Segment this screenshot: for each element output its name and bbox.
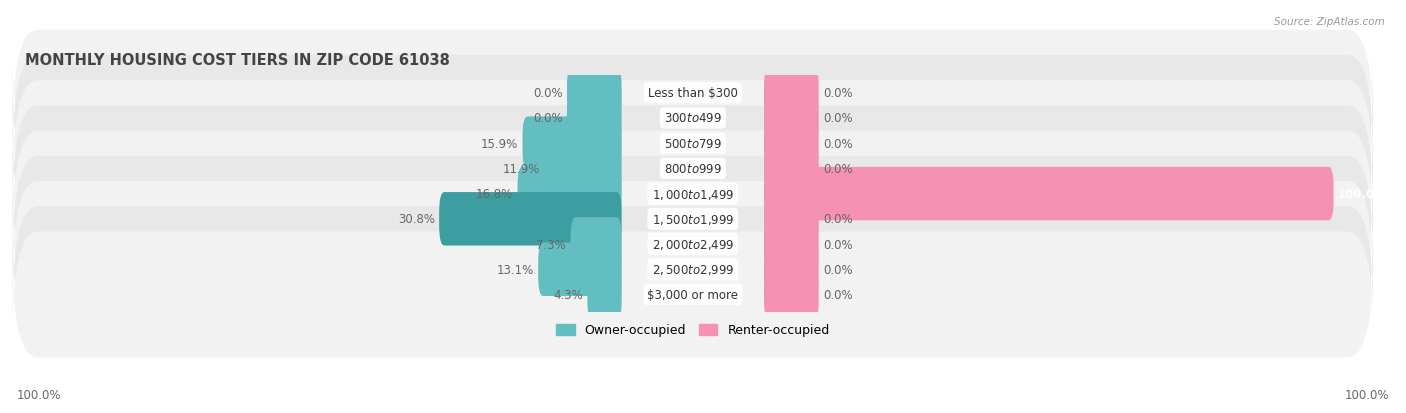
FancyBboxPatch shape [763, 192, 818, 246]
FancyBboxPatch shape [13, 206, 1374, 332]
Text: $300 to $499: $300 to $499 [664, 112, 721, 125]
FancyBboxPatch shape [546, 142, 621, 196]
Text: 16.8%: 16.8% [475, 188, 513, 201]
Text: 0.0%: 0.0% [533, 112, 562, 125]
Text: 0.0%: 0.0% [823, 263, 853, 276]
Text: Source: ZipAtlas.com: Source: ZipAtlas.com [1274, 17, 1385, 26]
FancyBboxPatch shape [763, 243, 818, 296]
Text: $3,000 or more: $3,000 or more [647, 288, 738, 301]
Text: 0.0%: 0.0% [533, 87, 562, 100]
Text: 7.3%: 7.3% [537, 238, 567, 251]
FancyBboxPatch shape [517, 167, 621, 221]
FancyBboxPatch shape [13, 157, 1374, 282]
FancyBboxPatch shape [763, 117, 818, 171]
Text: 100.0%: 100.0% [17, 388, 62, 401]
FancyBboxPatch shape [567, 92, 621, 145]
FancyBboxPatch shape [13, 131, 1374, 257]
Text: 30.8%: 30.8% [398, 213, 434, 226]
FancyBboxPatch shape [567, 67, 621, 120]
FancyBboxPatch shape [763, 268, 818, 321]
Text: 0.0%: 0.0% [823, 87, 853, 100]
FancyBboxPatch shape [523, 117, 621, 171]
Text: 100.0%: 100.0% [1339, 188, 1386, 201]
Text: $2,500 to $2,999: $2,500 to $2,999 [651, 263, 734, 277]
FancyBboxPatch shape [571, 218, 621, 271]
Text: 0.0%: 0.0% [823, 162, 853, 176]
Text: 0.0%: 0.0% [823, 288, 853, 301]
FancyBboxPatch shape [13, 31, 1374, 157]
Text: 0.0%: 0.0% [823, 137, 853, 150]
Text: 0.0%: 0.0% [823, 112, 853, 125]
FancyBboxPatch shape [588, 268, 621, 321]
Text: $1,500 to $1,999: $1,500 to $1,999 [651, 212, 734, 226]
Legend: Owner-occupied, Renter-occupied: Owner-occupied, Renter-occupied [551, 319, 835, 342]
FancyBboxPatch shape [763, 218, 818, 271]
FancyBboxPatch shape [13, 232, 1374, 358]
FancyBboxPatch shape [13, 106, 1374, 232]
Text: $800 to $999: $800 to $999 [664, 162, 721, 176]
FancyBboxPatch shape [763, 67, 818, 120]
Text: $1,000 to $1,499: $1,000 to $1,499 [651, 187, 734, 201]
Text: $2,000 to $2,499: $2,000 to $2,499 [651, 237, 734, 252]
Text: 0.0%: 0.0% [823, 213, 853, 226]
Text: 13.1%: 13.1% [496, 263, 534, 276]
FancyBboxPatch shape [763, 92, 818, 145]
FancyBboxPatch shape [763, 142, 818, 196]
FancyBboxPatch shape [763, 167, 1333, 221]
Text: 0.0%: 0.0% [823, 238, 853, 251]
Text: 100.0%: 100.0% [1344, 388, 1389, 401]
Text: MONTHLY HOUSING COST TIERS IN ZIP CODE 61038: MONTHLY HOUSING COST TIERS IN ZIP CODE 6… [25, 53, 450, 68]
Text: $500 to $799: $500 to $799 [664, 137, 721, 150]
Text: 11.9%: 11.9% [503, 162, 540, 176]
FancyBboxPatch shape [538, 243, 621, 296]
Text: Less than $300: Less than $300 [648, 87, 738, 100]
FancyBboxPatch shape [13, 56, 1374, 182]
Text: 4.3%: 4.3% [553, 288, 583, 301]
FancyBboxPatch shape [13, 182, 1374, 307]
Text: 15.9%: 15.9% [481, 137, 517, 150]
FancyBboxPatch shape [13, 81, 1374, 206]
FancyBboxPatch shape [439, 192, 621, 246]
